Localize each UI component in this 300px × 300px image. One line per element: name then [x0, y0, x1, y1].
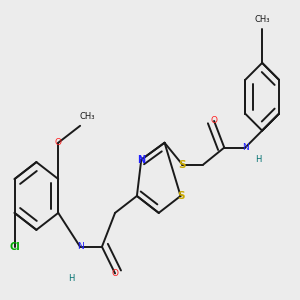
Text: H: H	[68, 274, 74, 283]
Text: CH₃: CH₃	[80, 112, 95, 121]
Text: O: O	[112, 269, 118, 278]
Text: H: H	[256, 155, 262, 164]
Text: S: S	[177, 191, 184, 201]
Text: N: N	[242, 143, 249, 152]
Text: S: S	[178, 160, 186, 170]
Text: CH₃: CH₃	[254, 15, 270, 24]
Text: O: O	[211, 116, 218, 125]
Text: Cl: Cl	[9, 242, 20, 252]
Text: N: N	[77, 242, 83, 251]
Text: N: N	[137, 155, 145, 165]
Text: O: O	[55, 138, 62, 147]
